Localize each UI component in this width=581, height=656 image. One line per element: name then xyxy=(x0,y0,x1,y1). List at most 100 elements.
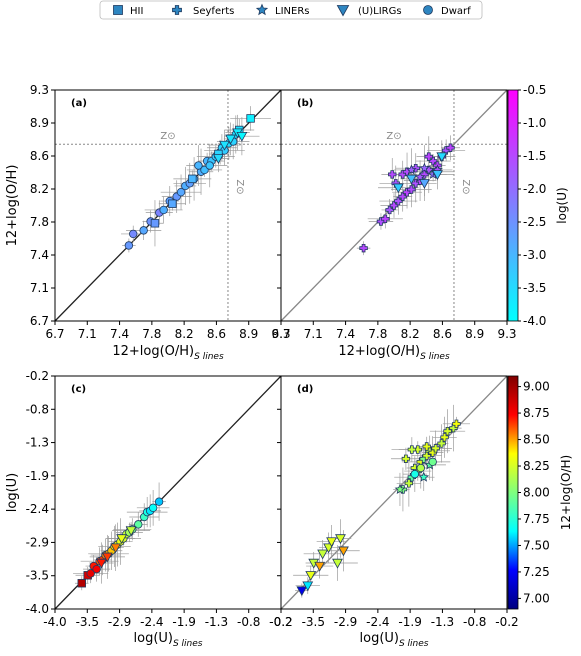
panel-label: (b) xyxy=(297,98,313,109)
marker-triangle-shape xyxy=(335,534,346,545)
panel-label: (a) xyxy=(71,98,87,109)
data-point-triangle-down xyxy=(338,546,349,557)
x-tick-label: 7.8 xyxy=(368,327,387,341)
data-point-triangle-down xyxy=(101,552,113,563)
x-tick-label: -0.2 xyxy=(269,615,292,629)
marker-square-shape xyxy=(150,219,160,228)
marker-plus-shape xyxy=(172,5,182,15)
y-tick-label: -4.0 xyxy=(26,602,49,616)
legend-item-hii: HII xyxy=(113,5,143,17)
x-tick-label: 8.9 xyxy=(239,327,258,341)
legend-label-ulirgs: (U)LIRGs xyxy=(358,6,402,17)
data-point-circle xyxy=(428,457,437,467)
x-tick-label: -0.8 xyxy=(237,615,260,629)
panel-c-xlabel-main: log(U) xyxy=(134,631,173,646)
y-tick-label: 8.9 xyxy=(30,116,49,130)
panel-a-xlabel: 12+log(O/H)S lines xyxy=(112,344,224,362)
x-tick-label: 7.4 xyxy=(336,327,355,341)
panel-c-xlabel-sub: S lines xyxy=(173,639,203,649)
marker-plus-shape xyxy=(407,445,417,454)
legend-label-seyferts: Seyferts xyxy=(193,6,234,17)
data-point-square xyxy=(188,174,197,184)
data-point-plus xyxy=(437,439,446,448)
marker-triangle-shape xyxy=(219,140,230,151)
marker-plus-shape xyxy=(388,170,397,179)
x-tick-label: -0.2 xyxy=(269,615,292,629)
data-point-plus xyxy=(440,433,449,442)
marker-circle-shape xyxy=(148,503,158,513)
data-point-triangle-down xyxy=(305,571,317,581)
data-point-circle xyxy=(129,229,138,239)
data-point-triangle-down xyxy=(436,152,448,163)
data-point-triangle-down xyxy=(110,543,122,554)
marker-triangle-shape xyxy=(95,558,107,569)
marker-triangle-shape xyxy=(338,546,349,557)
panel-frame xyxy=(280,89,508,322)
legend-item-dwarf: Dwarf xyxy=(423,5,471,17)
data-point-square xyxy=(150,219,160,228)
data-point-star xyxy=(394,483,406,494)
x-tick-label: 6.7 xyxy=(271,327,290,341)
x-tick-label: 8.6 xyxy=(207,327,226,341)
marker-plus-shape xyxy=(394,196,403,206)
data-points xyxy=(121,106,271,253)
x-tick-label: -2.4 xyxy=(366,615,389,629)
legend-item-liners: LINERs xyxy=(255,3,309,17)
marker-circle-shape xyxy=(154,497,164,506)
data-point-plus xyxy=(385,205,394,215)
colorbar-tick-label: 9.00 xyxy=(523,380,550,394)
marker-star-shape xyxy=(406,164,417,175)
data-point-plus xyxy=(398,192,407,201)
y-tick-label: 6.7 xyxy=(30,314,49,328)
panel-c-xlabel: log(U)S lines xyxy=(134,631,203,649)
marker-triangle-shape xyxy=(236,131,248,142)
x-tick-label: -2.4 xyxy=(140,615,163,629)
data-point-square xyxy=(168,199,177,208)
y-tick-label: 8.6 xyxy=(30,149,49,163)
legend-label-liners: LINERs xyxy=(275,6,309,17)
marker-square-shape xyxy=(77,579,86,588)
x-tick-label: 8.2 xyxy=(401,327,420,341)
marker-circle-shape xyxy=(410,469,420,479)
data-point-triangle-down xyxy=(212,154,224,164)
marker-star-shape xyxy=(418,471,430,482)
data-point-triangle-down xyxy=(125,526,137,537)
data-point-circle xyxy=(205,161,214,170)
marker-circle-shape xyxy=(124,241,134,250)
legend-marker-dwarf xyxy=(423,5,433,15)
data-point-circle xyxy=(194,161,203,170)
x-tick-label: -2.9 xyxy=(108,615,131,629)
x-tick-label: 6.7 xyxy=(45,327,64,341)
colorbar-logu-label: log(U) xyxy=(555,187,569,223)
marker-star-shape xyxy=(255,3,269,16)
panel-c: log(U) log(U)S lines (c)-4.0 -3.5 -2.9 -2.4… xyxy=(5,369,293,649)
colorbar-oh-label: 12+log(O/H) xyxy=(559,455,573,531)
marker-star-shape xyxy=(419,162,430,173)
panel-d-xlabel-main: log(U) xyxy=(360,631,399,646)
solar-label-h: Z⊙ xyxy=(386,131,401,142)
data-point-triangle-down xyxy=(314,561,326,572)
legend-marker-hii xyxy=(113,5,123,15)
colorbar-bar xyxy=(507,89,519,322)
data-points xyxy=(356,135,466,256)
marker-triangle-shape xyxy=(305,571,317,581)
x-tick-label: -2.9 xyxy=(334,615,357,629)
data-point-square xyxy=(77,579,86,588)
marker-plus-shape xyxy=(385,205,394,215)
data-point-triangle-down xyxy=(225,134,237,145)
data-point-triangle-down xyxy=(432,170,443,180)
colorbar-bar xyxy=(507,375,519,610)
panel-b-xlabel: 12+log(O/H)S lines xyxy=(338,344,450,362)
marker-triangle-shape xyxy=(405,174,417,185)
marker-triangle-shape xyxy=(392,183,404,194)
y-tick-label: -1.9 xyxy=(26,469,49,483)
marker-circle-shape xyxy=(416,463,425,473)
panel-a-ylabel: 12+log(O/H) xyxy=(5,165,20,247)
marker-circle-shape xyxy=(176,187,186,197)
data-point-plus xyxy=(359,243,368,253)
data-point-plus xyxy=(381,214,390,224)
data-point-square xyxy=(246,114,255,123)
data-point-triangle-down xyxy=(392,183,404,194)
marker-triangle-shape xyxy=(101,552,113,563)
marker-triangle-shape xyxy=(296,586,308,597)
